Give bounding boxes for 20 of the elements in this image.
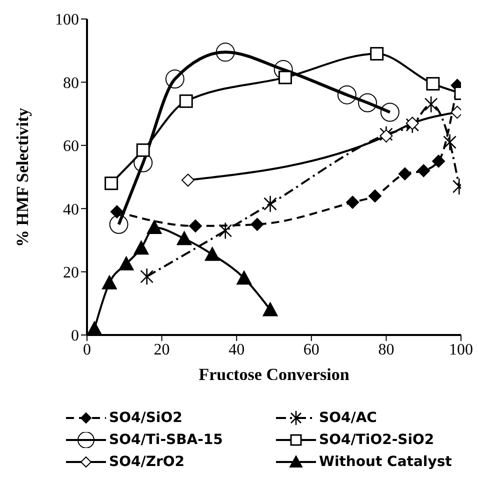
legend-label: SO4/ZrO2: [109, 454, 185, 470]
x-tick-label: 0: [83, 341, 91, 358]
x-tick-label: 80: [378, 341, 394, 358]
x-axis-title: Fructose Conversion: [198, 365, 350, 384]
x-tick-label: 20: [154, 341, 170, 358]
y-tick-label: 0: [71, 328, 79, 345]
y-axis-title: % HMF Selectivity: [13, 107, 32, 247]
x-tick-label: 40: [228, 341, 245, 358]
y-tick-label: 80: [63, 74, 79, 92]
legend-label: SO4/Ti-SBA-15: [109, 432, 223, 448]
y-tick-label: 100: [55, 12, 79, 29]
y-tick-label: 40: [63, 201, 79, 218]
legend-label: SO4/AC: [319, 410, 377, 426]
legend-label: Without Catalyst: [319, 454, 452, 470]
x-tick-label: 60: [303, 341, 320, 358]
y-tick-label: 20: [63, 264, 79, 282]
x-tick-label: 100: [449, 341, 473, 358]
legend-label: SO4/SiO2: [109, 410, 182, 426]
y-tick-label: 60: [63, 138, 79, 156]
legend-label: SO4/TiO2-SiO2: [319, 432, 434, 448]
